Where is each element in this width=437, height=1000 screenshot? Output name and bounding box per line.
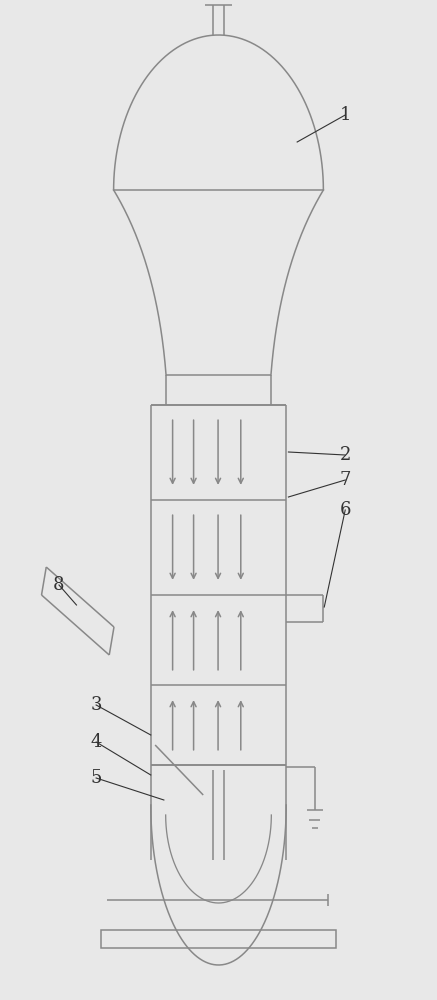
Text: 4: 4	[90, 733, 102, 751]
Text: 1: 1	[340, 106, 351, 124]
Text: 8: 8	[53, 576, 65, 594]
Text: 7: 7	[340, 471, 351, 489]
Text: 5: 5	[90, 769, 102, 787]
Text: 6: 6	[340, 501, 351, 519]
Text: 2: 2	[340, 446, 351, 464]
Bar	[101, 930, 336, 948]
Text: 3: 3	[90, 696, 102, 714]
